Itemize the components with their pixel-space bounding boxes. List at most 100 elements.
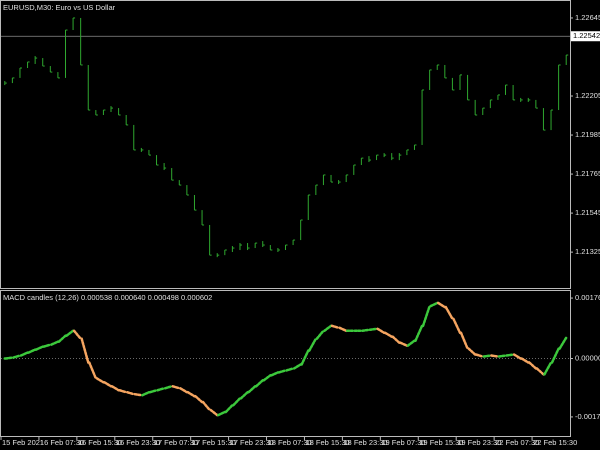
indicator-candle [436,301,447,309]
price-pane [0,0,571,289]
x-tick-label: 15 Feb 2021 [2,438,44,447]
indicator-candle [474,353,485,358]
x-tick-label: 16 Feb 23:30 [116,438,160,447]
indicator-candle [19,351,29,357]
x-tick-label: 19 Feb 07:30 [381,438,425,447]
indicator-candle [399,341,409,347]
y-tick-label: 1.22645 [575,13,600,22]
indicator-candle [216,410,227,417]
x-tick-label: 18 Feb 15:30 [305,438,349,447]
indicator-candle [330,324,340,330]
indicator-candle [72,329,82,340]
indicator-candle [429,301,439,308]
indicator-candle [95,377,105,384]
indicator-candle [520,357,530,364]
y-tick-label: 0.000000 [575,354,600,363]
indicator-candle [376,327,386,335]
indicator-candle [27,348,37,354]
x-tick-label: 22 Feb 15:30 [533,438,577,447]
indicator-candle [277,369,287,374]
indicator-candle [262,374,272,382]
indicator-candle [497,354,507,358]
indicator-candle [368,327,378,332]
x-tick-label: 22 Feb 07:30 [495,438,539,447]
x-tick-label: 19 Feb 23:30 [457,438,501,447]
indicator-candle [292,363,302,370]
x-tick-label: 17 Feb 07:30 [154,438,198,447]
y-tick-label: 1.22205 [575,91,600,100]
indicator-candle [558,336,568,350]
indicator-candle [550,347,560,364]
current-price-label: 1.22542 [573,31,600,40]
indicator-candle [179,387,189,394]
indicator-candle [543,361,553,376]
indicator-candle [391,335,401,344]
indicator-candle [270,371,280,377]
x-tick-label: 18 Feb 07:30 [268,438,312,447]
x-tick-label: 17 Feb 23:30 [230,438,274,447]
x-tick-label: 18 Feb 23:30 [343,438,387,447]
indicator-candle [254,379,264,388]
indicator-candle [194,394,204,404]
indicator-candle [505,353,515,357]
indicator-candle [148,388,158,394]
indicator-pane [0,290,571,437]
indicator-title: MACD candles (12,26) 0.000538 0.000640 0… [3,293,212,302]
indicator-candle [315,329,325,340]
indicator-candle [361,328,371,333]
indicator-candle [103,381,113,388]
x-tick-label: 17 Feb 15:30 [192,438,236,447]
y-tick-label: 1.21985 [575,130,600,139]
y-tick-label: 0.001763 [575,293,600,302]
indicator-candle [383,331,393,338]
indicator-candle [444,305,454,320]
x-tick-label: 19 Feb 15:30 [419,438,463,447]
indicator-candle [171,385,181,390]
indicator-candle [118,388,128,394]
indicator-candle [414,324,424,342]
indicator-candle [285,367,295,372]
indicator-candle [50,340,60,346]
indicator-candle [201,400,211,412]
indicator-candle [42,343,52,348]
indicator-candle [535,367,545,376]
x-tick-label: 16 Feb 07:30 [40,438,84,447]
indicator-candle [459,331,469,350]
indicator-candle [323,324,333,333]
indicator-candle [528,361,538,370]
indicator-candle [125,390,136,396]
indicator-candle [12,354,22,359]
indicator-candle [247,385,257,394]
indicator-candle [421,304,431,328]
indicator-candle [156,387,166,392]
y-tick-label: 1.21325 [575,247,600,256]
indicator-candle [4,356,14,360]
indicator-candle [65,329,75,337]
indicator-candle [186,390,196,398]
indicator-candle [406,339,416,347]
indicator-candle [133,392,143,397]
indicator-candle [239,390,249,400]
indicator-candle [232,397,242,407]
indicator-candle [87,361,98,380]
indicator-candle [224,403,234,414]
y-tick-label: 1.21545 [575,208,600,217]
indicator-candle [110,385,120,392]
indicator-candle [300,349,310,366]
indicator-candle [57,334,67,343]
indicator-candle [467,347,477,356]
indicator-candle [209,408,219,417]
indicator-candle [80,337,90,364]
indicator-candle [490,354,500,358]
current-price-box [571,31,600,42]
indicator-candle [163,385,173,390]
indicator-candle [34,345,44,351]
indicator-candle [512,353,522,360]
y-tick-label: 1.21765 [575,169,600,178]
indicator-candle [308,337,318,352]
indicator-candle [452,317,462,335]
indicator-candle [338,326,348,333]
y-tick-label: -0.001703 [575,412,600,421]
